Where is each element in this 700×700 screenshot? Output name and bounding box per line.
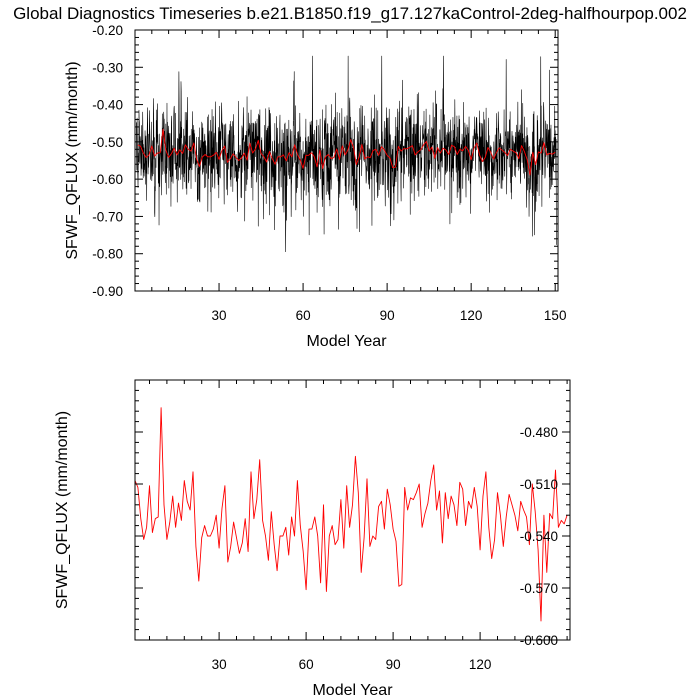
series-line-annual-mean xyxy=(135,407,568,622)
x-tick-label: 120 xyxy=(460,308,483,323)
plot-frame xyxy=(134,379,571,641)
x-tick-label: 150 xyxy=(544,308,567,323)
top-chart-panel: -0.20 -0.30 -0.40 -0.50 -0.60 -0.70 -0.80 -0.90… xyxy=(64,23,566,350)
top-y-axis-label: SFWF_QFLUX (mm/month) xyxy=(64,61,81,259)
x-tick-label: 60 xyxy=(296,308,311,323)
y-tick-label: -0.600 xyxy=(520,633,558,648)
figure-title: Global Diagnostics Timeseries b.e21.B185… xyxy=(13,4,687,23)
bottom-y-axis-label: SFWF_QFLUX (mm/month) xyxy=(54,411,71,609)
y-tick-label: -0.60 xyxy=(92,172,123,187)
y-tick-label: -0.540 xyxy=(520,529,558,544)
y-tick-label: -0.570 xyxy=(520,581,558,596)
series-line-annual-mean xyxy=(137,128,556,176)
y-tick-label: -0.80 xyxy=(92,247,123,262)
y-tick-label: -0.30 xyxy=(92,60,123,75)
plot-frame xyxy=(134,29,559,292)
series-line-monthly xyxy=(136,55,557,252)
y-tick-label: -0.70 xyxy=(92,209,123,224)
y-tick-label: -0.40 xyxy=(92,98,123,113)
y-tick-label: -0.90 xyxy=(92,284,123,299)
x-tick-label: 90 xyxy=(386,657,401,672)
y-tick-label: -0.20 xyxy=(92,23,123,38)
bottom-x-axis-label: Model Year xyxy=(312,682,393,699)
x-tick-label: 30 xyxy=(212,657,227,672)
x-tick-label: 60 xyxy=(299,657,314,672)
y-tick-label: -0.50 xyxy=(92,135,123,150)
x-tick-label: 120 xyxy=(469,657,492,672)
x-tick-label: 30 xyxy=(212,308,227,323)
y-tick-label: -0.510 xyxy=(520,477,558,492)
x-tick-label: 90 xyxy=(380,308,395,323)
y-tick-label: -0.480 xyxy=(520,425,558,440)
bottom-chart-panel: -0.480 -0.510 -0.540 -0.570 -0.600 30 60 90 120 M… xyxy=(54,379,571,699)
top-x-axis-label: Model Year xyxy=(306,333,387,350)
